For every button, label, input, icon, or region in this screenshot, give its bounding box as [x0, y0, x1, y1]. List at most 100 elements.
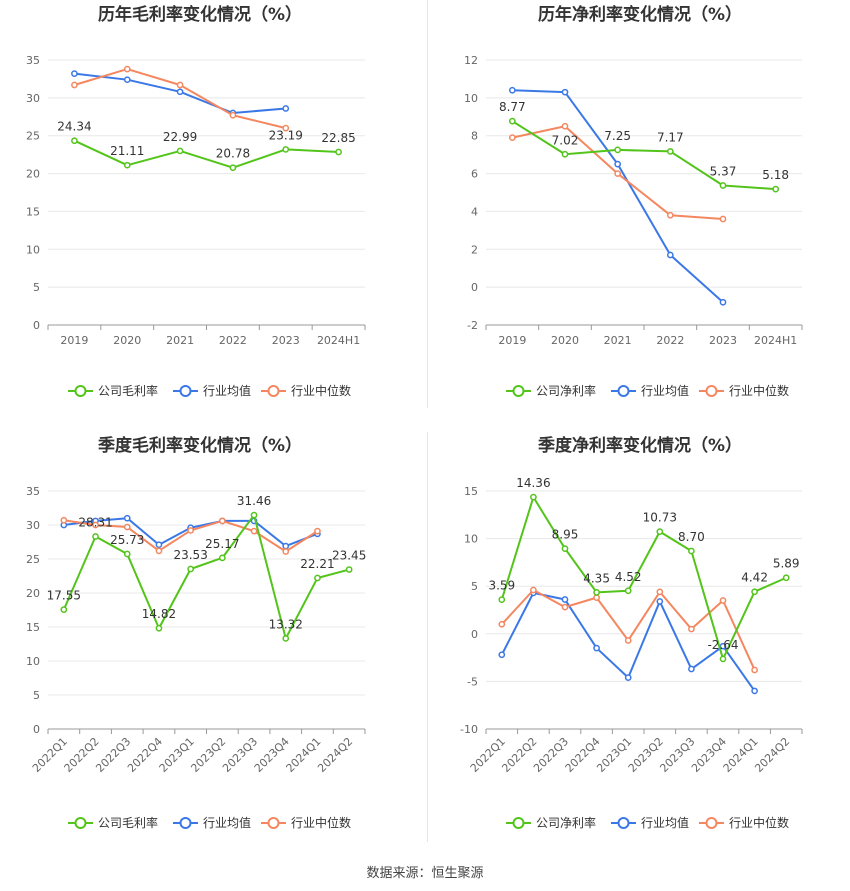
data-point	[656, 588, 664, 596]
data-point	[250, 511, 258, 519]
data-point	[282, 542, 290, 550]
y-tick-label: 15	[26, 621, 40, 634]
data-point	[593, 589, 600, 596]
y-tick-label: 15	[26, 205, 40, 218]
data-point	[719, 182, 727, 189]
x-tick-label: 2024Q2	[315, 735, 355, 775]
data-point	[719, 655, 727, 663]
legend-swatch-marker	[705, 817, 718, 829]
data-point	[561, 150, 569, 158]
data-point	[656, 528, 664, 536]
series-line-公司净利率	[511, 120, 776, 191]
legend-label: 行业中位数	[291, 815, 351, 830]
y-tick-label: 0	[33, 319, 40, 332]
data-point	[155, 547, 163, 555]
y-tick-label: -2	[467, 319, 478, 332]
legend-label: 行业均值	[203, 383, 251, 398]
chart-4: 季度净利率变化情况（%）-10-50510152022Q12022Q22022Q…	[460, 435, 803, 830]
data-point	[229, 111, 237, 119]
x-tick-label: 2019	[498, 334, 526, 347]
chart-title: 季度净利率变化情况（%）	[538, 435, 742, 456]
data-point	[123, 550, 131, 558]
data-label: 25.17	[205, 537, 239, 551]
data-label: 23.53	[173, 548, 207, 562]
data-label: 7.02	[552, 133, 579, 147]
chart-title: 历年毛利率变化情况（%）	[98, 4, 302, 25]
data-point	[751, 666, 758, 674]
data-point	[335, 148, 342, 156]
legend-label: 公司净利率	[536, 815, 596, 830]
data-point	[498, 596, 506, 603]
data-point	[71, 137, 78, 145]
y-tick-label: 10	[26, 243, 40, 256]
vertical-divider-bottom	[427, 432, 428, 842]
x-tick-label: 2020	[113, 334, 141, 347]
data-point	[614, 170, 622, 177]
data-point	[593, 594, 600, 601]
data-point	[282, 124, 290, 132]
data-point	[123, 161, 131, 169]
legend-swatch-marker	[74, 817, 87, 829]
x-tick-label: 2022	[219, 334, 247, 347]
x-tick-label: 2021	[604, 334, 632, 347]
legend-swatch-marker	[705, 385, 718, 397]
data-label: 23.45	[332, 549, 366, 563]
y-tick-label: 2	[471, 243, 478, 256]
data-point	[593, 644, 600, 652]
data-point	[719, 597, 727, 604]
legend-label: 行业中位数	[729, 383, 789, 398]
series-line-公司净利率	[500, 496, 787, 660]
vertical-divider-top	[427, 0, 428, 408]
data-point	[92, 533, 99, 540]
data-point	[530, 586, 537, 594]
data-label: 31.46	[237, 494, 271, 508]
data-label: 4.35	[583, 571, 610, 585]
data-label: 5.18	[762, 168, 789, 182]
legend-swatch-marker	[267, 817, 280, 829]
x-tick-label: 2023	[709, 334, 737, 347]
data-label: 21.11	[110, 144, 144, 158]
legend-swatch-marker	[267, 385, 280, 397]
legend-swatch-marker	[617, 385, 630, 397]
x-tick-label: 2024H1	[317, 334, 360, 347]
y-tick-label: 4	[471, 205, 478, 218]
data-point	[345, 566, 353, 573]
legend-label: 行业均值	[641, 383, 689, 398]
data-point	[219, 517, 226, 525]
y-tick-label: -5	[467, 675, 478, 688]
data-label: 7.25	[604, 129, 631, 143]
data-label: 22.21	[300, 557, 334, 571]
chart-2: 历年净利率变化情况（%） -2 0 2 4 6 8 10 12 2019 2020 2021 2022 2…	[464, 4, 803, 398]
y-tick-label: 25	[26, 553, 40, 566]
data-point	[688, 547, 695, 555]
data-label: 14.82	[142, 607, 176, 621]
data-label: 22.99	[163, 130, 197, 144]
data-point	[176, 88, 184, 96]
data-point	[719, 215, 727, 223]
x-tick-label: 2022	[656, 334, 684, 347]
data-label: 22.85	[321, 131, 355, 145]
y-tick-label: 10	[464, 92, 478, 105]
legend-label: 公司毛利率	[98, 815, 158, 830]
data-point	[561, 545, 569, 552]
y-tick-label: 0	[471, 281, 478, 294]
legend-swatch-marker	[512, 817, 525, 829]
data-point	[282, 635, 290, 642]
data-point	[60, 606, 68, 614]
y-tick-label: 0	[471, 628, 478, 641]
legend-swatch-marker	[512, 385, 525, 397]
data-label: 24.34	[57, 120, 91, 134]
data-point	[498, 620, 506, 628]
legend-label: 行业中位数	[729, 815, 789, 830]
data-point	[155, 541, 163, 549]
data-point	[71, 70, 78, 77]
data-label: 4.52	[615, 570, 642, 584]
data-label: 8.77	[499, 100, 526, 114]
data-point	[782, 574, 790, 582]
data-label: 3.59	[488, 579, 515, 593]
legend-label: 公司毛利率	[98, 383, 158, 398]
data-point	[92, 521, 99, 529]
data-point	[666, 148, 674, 155]
data-point	[176, 147, 184, 155]
